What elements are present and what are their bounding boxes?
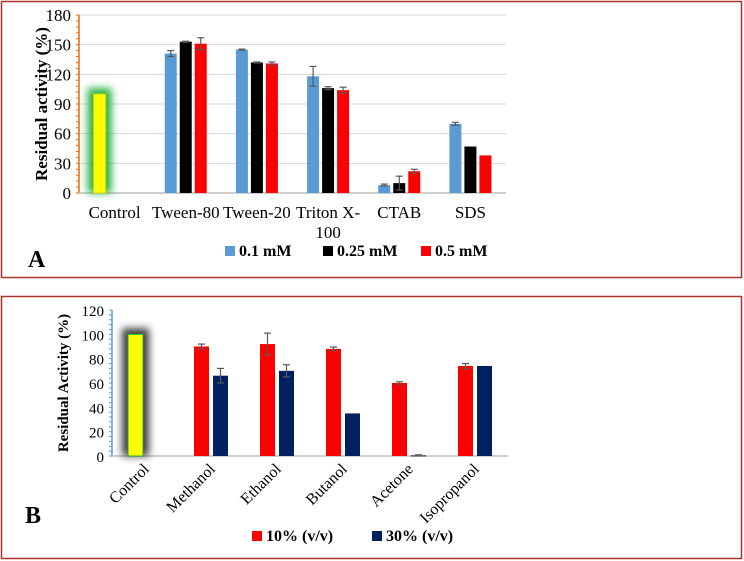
bar-sds-0 xyxy=(449,123,462,193)
y-tick-label: 80 xyxy=(89,353,104,369)
bar-ctab-2 xyxy=(408,171,421,193)
bar-ethanol-0 xyxy=(260,344,275,456)
panel-label: A xyxy=(28,247,46,273)
bar-ethanol-1 xyxy=(279,370,294,456)
bar-triton-x-100-2 xyxy=(337,90,350,193)
y-tick-label: 40 xyxy=(89,401,104,417)
legend-swatch xyxy=(372,531,382,541)
y-tick-label: 120 xyxy=(46,65,72,84)
legend-label: 30% (v/v) xyxy=(386,528,453,545)
x-tick-label: 100 xyxy=(315,223,341,242)
bar-tween-20-0 xyxy=(235,49,248,193)
bar-tween-80-0 xyxy=(164,53,177,193)
x-tick-label: CTAB xyxy=(377,203,421,222)
x-tick-label: SDS xyxy=(455,203,486,222)
legend-label: 0.25 mM xyxy=(337,243,397,260)
y-tick-label: 180 xyxy=(46,6,72,25)
bar-sds-1 xyxy=(464,146,477,193)
legend-label: 0.1 mM xyxy=(239,243,291,260)
bar-triton-x-100-0 xyxy=(307,76,320,193)
x-tick-label: Tween-20 xyxy=(223,203,291,222)
y-axis-label: Residual activity (%) xyxy=(32,27,51,181)
bar-triton-x-100-1 xyxy=(322,88,335,193)
bar-butanol-1 xyxy=(345,413,360,456)
y-axis-label: Residual Activity (%) xyxy=(56,314,72,452)
legend-label: 0.5 mM xyxy=(435,243,487,260)
x-tick-label: Tween-80 xyxy=(152,203,220,222)
y-tick-label: 30 xyxy=(54,154,71,173)
y-tick-label: 90 xyxy=(54,95,71,114)
bar-butanol-0 xyxy=(326,348,341,456)
bar-methanol-0 xyxy=(194,346,209,456)
bar-control xyxy=(127,333,144,457)
bar-sds-2 xyxy=(479,155,492,193)
panel-a: 0 30 60 90 120 150 180 Residual activity (%) Con… xyxy=(28,6,506,273)
bar-methanol-1 xyxy=(213,375,228,456)
panel-a-frame xyxy=(0,0,743,279)
legend-swatch xyxy=(421,246,431,256)
legend-swatch xyxy=(323,246,333,256)
bar-ctab-0 xyxy=(378,185,391,193)
bar-acetone-0 xyxy=(392,383,407,456)
y-tick-label: 20 xyxy=(89,426,104,442)
y-tick-label: 60 xyxy=(54,125,71,144)
legend-swatch xyxy=(225,246,235,256)
panel-label: B xyxy=(25,503,41,529)
y-tick-label: 0 xyxy=(63,184,72,203)
bar-isopropanol-1 xyxy=(477,365,492,456)
bar-tween-80-2 xyxy=(194,43,207,193)
x-tick-label: Control xyxy=(89,203,141,222)
legend-swatch xyxy=(252,531,262,541)
bar-control xyxy=(93,93,107,194)
bar-tween-20-1 xyxy=(250,62,263,193)
y-tick-label: 100 xyxy=(82,328,105,344)
bar-isopropanol-0 xyxy=(458,365,473,456)
y-tick-label: 120 xyxy=(82,304,105,320)
legend-label: 10% (v/v) xyxy=(266,528,333,545)
bar-tween-80-1 xyxy=(179,41,192,194)
y-tick-label: 150 xyxy=(46,36,72,55)
bar-tween-20-2 xyxy=(265,63,278,194)
y-tick-label: 60 xyxy=(89,377,104,393)
y-tick-label: 0 xyxy=(97,450,105,466)
x-tick-label: Triton X- xyxy=(296,203,360,222)
